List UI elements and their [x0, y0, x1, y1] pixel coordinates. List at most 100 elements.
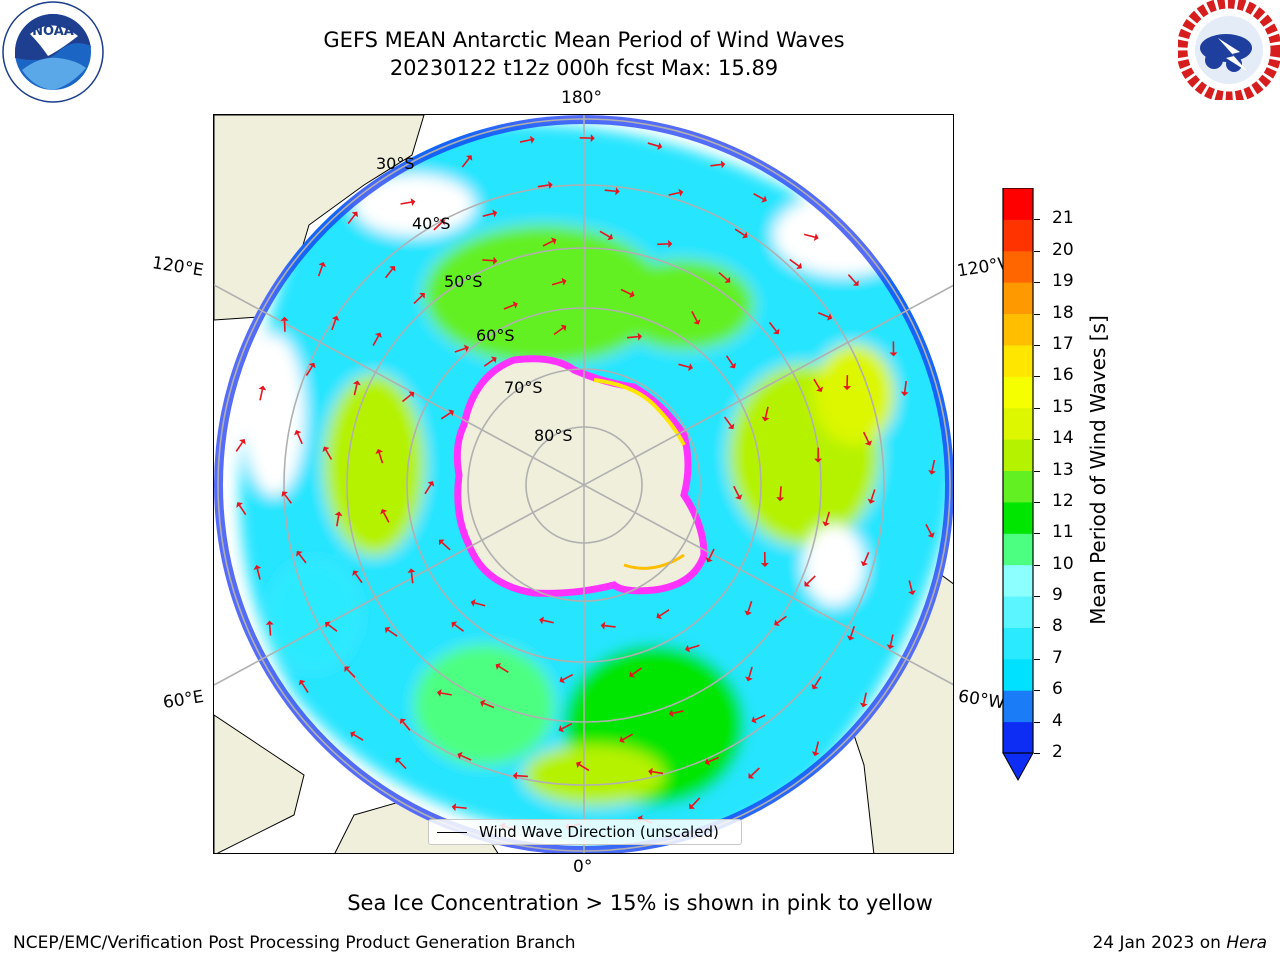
wave-arrow-shaft [440, 692, 452, 696]
colorbar-tick-label: 21 [1052, 208, 1074, 229]
wave-arrow-head [590, 134, 595, 143]
colorbar-tick-label: 17 [1052, 333, 1074, 354]
wave-arrow-head [822, 521, 830, 527]
wave-arrow-head [559, 676, 565, 684]
wave-arrow-head [637, 332, 643, 341]
wave-arrow-head [742, 231, 748, 239]
wave-arrow-head [539, 616, 544, 625]
wave-arrow-shaft [847, 274, 857, 284]
wave-arrow-head [889, 352, 898, 357]
wave-arrow-head [465, 155, 473, 161]
wave-arrow-shaft [542, 619, 554, 624]
wave-arrow-head [657, 142, 663, 151]
wave-arrow-head [814, 458, 823, 463]
wave-arrow-shaft [579, 764, 590, 772]
legend-line-sample [437, 832, 467, 833]
wave-arrow-shaft [498, 665, 509, 673]
wave-arrow-head [352, 380, 361, 386]
wave-arrow-shaft [789, 258, 800, 267]
colorbar-tick-mark [1034, 690, 1040, 692]
wave-arrow-shaft [551, 280, 563, 286]
lat-label-50s: 50°S [444, 272, 483, 291]
wave-arrow-shaft [542, 240, 554, 247]
wave-arrow-head [451, 803, 457, 812]
wave-arrow-shaft [440, 412, 451, 420]
wave-arrow-head [908, 590, 916, 596]
wave-arrow-shaft [814, 741, 820, 753]
wave-arrow-head [796, 262, 802, 270]
wave-arrow-shaft [424, 484, 432, 495]
wave-arrow-shaft [668, 191, 680, 196]
colorbar-tick-label: 19 [1052, 271, 1074, 292]
wave-arrow-shaft [723, 416, 732, 427]
colorbar-tick-label: 16 [1052, 365, 1074, 386]
colorbar-tick-mark [1034, 407, 1040, 409]
wave-arrow-shaft [862, 692, 867, 704]
colorbar-tick-mark [1034, 313, 1040, 315]
colorbar-segment [1003, 564, 1033, 597]
colorbar-label: Mean Period of Wind Waves [s] [1086, 315, 1110, 625]
wave-arrow-shaft [620, 288, 632, 295]
wave-arrow-head [512, 771, 518, 780]
wave-arrow-shaft [454, 347, 466, 353]
wave-arrow-shaft [410, 572, 414, 584]
wave-arrow-shaft [400, 201, 412, 205]
wave-arrow-head [576, 761, 582, 769]
wave-arrow-head [693, 319, 701, 325]
wave-arrow-head [773, 328, 780, 335]
wave-arrow-shaft [401, 393, 412, 403]
legend-text: Wind Wave Direction (unscaled) [479, 823, 719, 841]
wave-arrow-shaft [903, 380, 907, 393]
wave-arrow-shaft [562, 673, 574, 681]
wave-arrow-head [551, 237, 557, 245]
wave-arrow-head [438, 539, 445, 546]
colorbar-tick-mark [1034, 282, 1040, 284]
colorbar-tick-label: 2 [1052, 742, 1063, 762]
colorbar-segment [1003, 596, 1033, 628]
wave-arrow-head [729, 362, 737, 369]
wave-arrow-head [558, 725, 564, 733]
wave-arrow-shaft [336, 515, 340, 527]
wave-arrow-shaft [708, 548, 715, 560]
wave-arrow-shaft [387, 629, 398, 637]
wave-arrow-shaft [863, 552, 870, 563]
lat-label-30s: 30°S [376, 154, 415, 173]
wave-arrow-head [395, 757, 402, 764]
colorbar-tick-mark [1034, 627, 1040, 629]
wave-arrow-shaft [870, 489, 876, 501]
footer-date-text: 24 Jan 2023 on [1092, 933, 1227, 953]
graticule [214, 115, 953, 853]
wave-arrow-head [678, 188, 684, 197]
wave-arrow-head [470, 598, 476, 607]
wave-arrow-head [375, 448, 384, 455]
wave-arrow-head [448, 409, 454, 417]
wave-arrow-shaft [454, 624, 465, 632]
wave-arrow-head [529, 135, 535, 144]
wave-arrow-head [560, 324, 567, 332]
colorbar-tick-label: 15 [1052, 396, 1074, 417]
colorbar-segment [1003, 721, 1033, 754]
wave-arrow-shaft [268, 624, 272, 636]
wave-arrow-head [408, 391, 415, 398]
wave-arrow-head [656, 612, 662, 620]
wave-arrow-head [457, 751, 463, 760]
colorbar-tick-mark [1034, 344, 1040, 346]
wave-arrow-shaft [561, 722, 573, 730]
colorbar-tick-label: 10 [1052, 553, 1074, 574]
colorbar-tick-label: 14 [1052, 428, 1074, 449]
wave-arrow-head [352, 570, 359, 577]
footer-branch: NCEP/EMC/Verification Post Processing Pr… [13, 933, 576, 953]
wave-arrow-head [748, 772, 755, 779]
colorbar-tick-mark [1034, 658, 1040, 660]
colorbar-tick-mark [1034, 533, 1040, 535]
wave-arrow-shaft [353, 733, 364, 741]
wave-arrow-head [751, 716, 757, 724]
colorbar-segment [1003, 690, 1033, 723]
wave-arrow-shaft [734, 228, 745, 236]
wave-arrow-shaft [284, 494, 293, 504]
wave-arrow-head [493, 256, 498, 265]
wave-arrow-shaft [384, 268, 393, 279]
wave-arrow-head [298, 679, 306, 686]
wave-arrow-head [859, 702, 868, 708]
wave-arrow-shaft [750, 767, 760, 777]
